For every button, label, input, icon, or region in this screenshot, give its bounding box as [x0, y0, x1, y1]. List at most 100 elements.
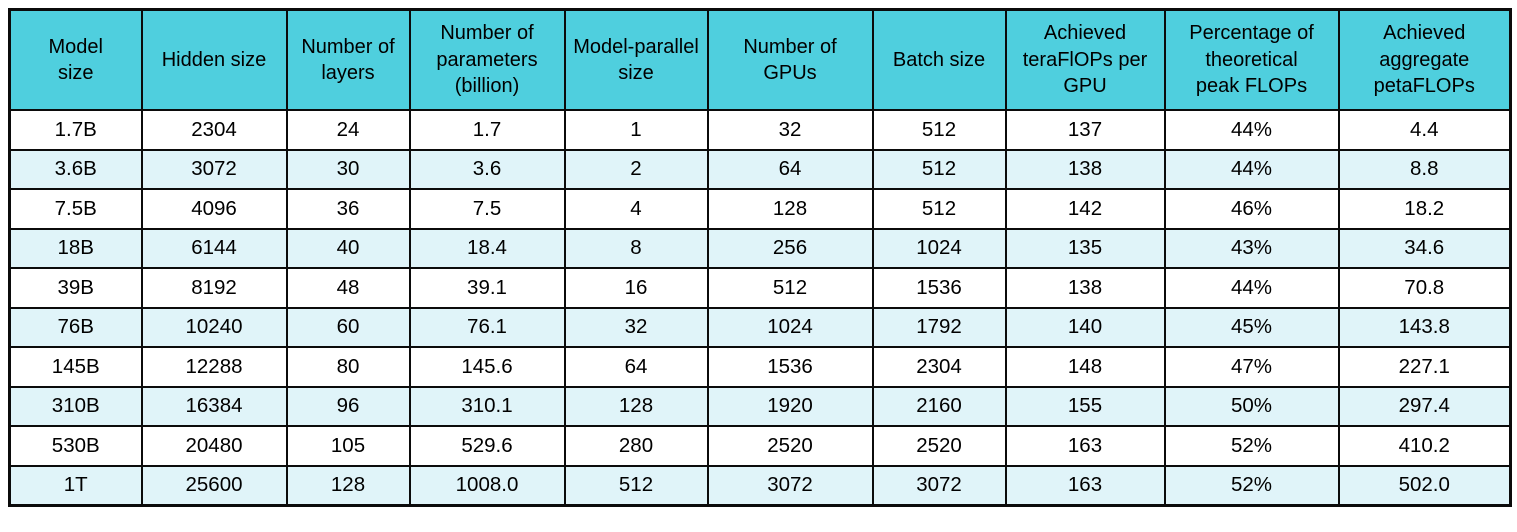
table-row: 18B 6144 40 18.4 8 256 1024 135 43% 34.6 — [8, 227, 1512, 269]
column-header: Percentage of theoretical peak FLOPs — [1163, 8, 1340, 111]
table-cell: 47% — [1163, 346, 1340, 388]
table-cell: 128 — [285, 464, 411, 507]
table-cell: 8 — [563, 227, 709, 269]
table-cell: 163 — [1004, 464, 1166, 507]
table-cell: 512 — [563, 464, 709, 507]
table-cell: 128 — [563, 385, 709, 427]
table-cell: 24 — [285, 109, 411, 151]
table-cell: 1008.0 — [408, 464, 566, 507]
table-cell: 60 — [285, 306, 411, 348]
table-cell: 18B — [8, 227, 143, 269]
table-cell: 1T — [8, 464, 143, 507]
table-cell: 1.7B — [8, 109, 143, 151]
table-cell: 138 — [1004, 267, 1166, 309]
header-row: Model size Hidden size Number of layers Num… — [8, 8, 1512, 111]
table-cell: 64 — [706, 148, 874, 190]
table-cell: 155 — [1004, 385, 1166, 427]
column-header: Number of GPUs — [706, 8, 874, 111]
table-cell: 310B — [8, 385, 143, 427]
table-cell: 128 — [706, 188, 874, 230]
table-cell: 7.5B — [8, 188, 143, 230]
table-cell: 43% — [1163, 227, 1340, 269]
table-cell: 18.4 — [408, 227, 566, 269]
table-cell: 76B — [8, 306, 143, 348]
table-cell: 32 — [706, 109, 874, 151]
table-row: 1.7B 2304 24 1.7 1 32 512 137 44% 4.4 — [8, 109, 1512, 151]
table-cell: 105 — [285, 425, 411, 467]
table-row: 145B 12288 80 145.6 64 1536 2304 148 47% 227.1 — [8, 346, 1512, 388]
table-cell: 39.1 — [408, 267, 566, 309]
table-cell: 32 — [563, 306, 709, 348]
table-cell: 52% — [1163, 464, 1340, 507]
table-cell: 142 — [1004, 188, 1166, 230]
table-cell: 44% — [1163, 267, 1340, 309]
table-cell: 2520 — [871, 425, 1007, 467]
table-cell: 2 — [563, 148, 709, 190]
table-cell: 44% — [1163, 148, 1340, 190]
table-cell: 2304 — [140, 109, 288, 151]
table-cell: 145B — [8, 346, 143, 388]
table-cell: 1536 — [706, 346, 874, 388]
model-scaling-table-wrapper: Model size Hidden size Number of layers Num… — [8, 8, 1512, 507]
table-cell: 16384 — [140, 385, 288, 427]
table-cell: 8192 — [140, 267, 288, 309]
table-cell: 530B — [8, 425, 143, 467]
table-cell: 34.6 — [1337, 227, 1512, 269]
table-body: 1.7B 2304 24 1.7 1 32 512 137 44% 4.4 3.6B 3072 30 3.… — [8, 109, 1512, 507]
table-cell: 3072 — [871, 464, 1007, 507]
table-cell: 512 — [706, 267, 874, 309]
column-header: Achieved teraFlOPs per GPU — [1004, 8, 1166, 111]
table-cell: 4096 — [140, 188, 288, 230]
table-cell: 12288 — [140, 346, 288, 388]
table-cell: 138 — [1004, 148, 1166, 190]
column-header: Model-parallel size — [563, 8, 709, 111]
table-cell: 1.7 — [408, 109, 566, 151]
column-header: Achieved aggregate petaFLOPs — [1337, 8, 1512, 111]
table-cell: 2304 — [871, 346, 1007, 388]
table-cell: 3072 — [706, 464, 874, 507]
table-cell: 96 — [285, 385, 411, 427]
table-cell: 512 — [871, 188, 1007, 230]
table-cell: 6144 — [140, 227, 288, 269]
table-cell: 10240 — [140, 306, 288, 348]
table-cell: 137 — [1004, 109, 1166, 151]
table-cell: 3072 — [140, 148, 288, 190]
table-cell: 1024 — [871, 227, 1007, 269]
table-cell: 512 — [871, 109, 1007, 151]
table-cell: 70.8 — [1337, 267, 1512, 309]
table-row: 530B 20480 105 529.6 280 2520 2520 163 52% 410.2 — [8, 425, 1512, 467]
table-cell: 36 — [285, 188, 411, 230]
column-header: Batch size — [871, 8, 1007, 111]
table-cell: 148 — [1004, 346, 1166, 388]
table-cell: 48 — [285, 267, 411, 309]
table-row: 3.6B 3072 30 3.6 2 64 512 138 44% 8.8 — [8, 148, 1512, 190]
table-cell: 30 — [285, 148, 411, 190]
table-cell: 502.0 — [1337, 464, 1512, 507]
column-header: Number of layers — [285, 8, 411, 111]
table-cell: 227.1 — [1337, 346, 1512, 388]
table-cell: 8.8 — [1337, 148, 1512, 190]
table-cell: 529.6 — [408, 425, 566, 467]
table-row: 1T 25600 128 1008.0 512 3072 3072 163 52% 502.0 — [8, 464, 1512, 507]
table-cell: 76.1 — [408, 306, 566, 348]
table-cell: 140 — [1004, 306, 1166, 348]
table-cell: 25600 — [140, 464, 288, 507]
table-cell: 1 — [563, 109, 709, 151]
table-cell: 1536 — [871, 267, 1007, 309]
table-cell: 1792 — [871, 306, 1007, 348]
column-header: Hidden size — [140, 8, 288, 111]
table-cell: 16 — [563, 267, 709, 309]
table-cell: 310.1 — [408, 385, 566, 427]
table-cell: 18.2 — [1337, 188, 1512, 230]
table-cell: 3.6B — [8, 148, 143, 190]
table-cell: 297.4 — [1337, 385, 1512, 427]
table-cell: 20480 — [140, 425, 288, 467]
column-header: Number of parameters (billion) — [408, 8, 566, 111]
table-header: Model size Hidden size Number of layers Num… — [8, 8, 1512, 111]
table-row: 310B 16384 96 310.1 128 1920 2160 155 50% 297.4 — [8, 385, 1512, 427]
table-cell: 145.6 — [408, 346, 566, 388]
table-cell: 512 — [871, 148, 1007, 190]
table-cell: 1024 — [706, 306, 874, 348]
table-cell: 40 — [285, 227, 411, 269]
